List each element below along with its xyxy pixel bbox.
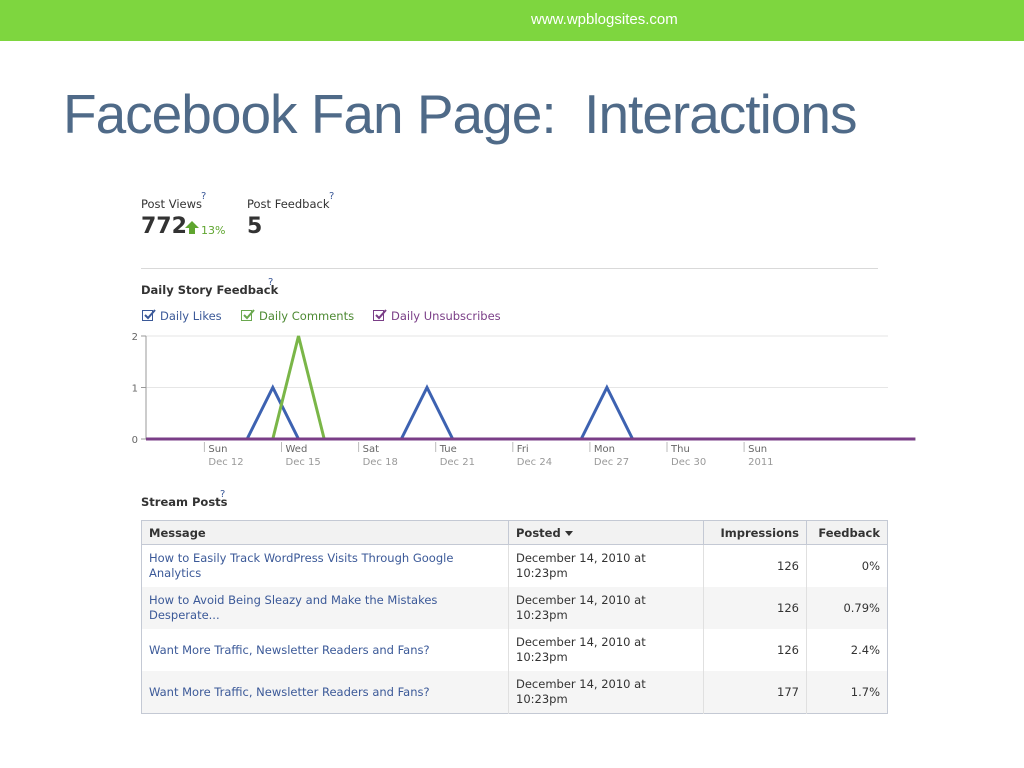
post-views-label: Post Views	[141, 197, 202, 211]
post-date: December 14, 2010 at 10:23pm	[508, 629, 704, 671]
table-row: How to Avoid Being Sleazy and Make the M…	[141, 587, 888, 629]
sort-down-icon[interactable]	[564, 530, 573, 536]
post-message-link[interactable]: Want More Traffic, Newsletter Readers an…	[141, 671, 509, 714]
column-header-message[interactable]: Message	[141, 520, 509, 545]
post-date: December 14, 2010 at 10:23pm	[508, 544, 704, 587]
x-tick-day-label: Sun	[748, 444, 767, 455]
table-header-row: Message Posted Impressions Feedback	[141, 520, 888, 545]
stream-posts-help-icon[interactable]: ?	[220, 489, 226, 500]
post-impressions: 126	[703, 629, 807, 671]
post-feedback: 0.79%	[806, 587, 888, 629]
post-views-help-icon[interactable]: ?	[201, 191, 207, 202]
x-tick-date-label: Dec 21	[440, 457, 475, 468]
up-arrow-icon	[185, 221, 199, 234]
x-tick-day-label: Thu	[670, 444, 690, 455]
post-message-link[interactable]: Want More Traffic, Newsletter Readers an…	[141, 629, 509, 671]
post-views-change: 13%	[201, 224, 226, 237]
post-impressions: 126	[703, 544, 807, 587]
daily-feedback-chart: 0 1 2 Sun Dec 12 Wed Dec 15 Sat Dec 18 Tue Dec 21 F…	[132, 332, 916, 468]
column-label: Message	[149, 525, 206, 540]
x-tick-day-label: Sun	[208, 444, 227, 455]
column-header-impressions[interactable]: Impressions	[703, 520, 807, 545]
x-tick-day-label: Mon	[594, 444, 615, 455]
post-message-link[interactable]: How to Easily Track WordPress Visits Thr…	[141, 544, 509, 587]
x-tick-day-label: Tue	[439, 444, 457, 455]
series-line-daily-likes	[146, 384, 916, 441]
section-divider	[141, 268, 878, 269]
x-tick-date-label: 2011	[748, 457, 773, 468]
x-tick-date-label: Dec 30	[671, 457, 706, 468]
post-message-link[interactable]: How to Avoid Being Sleazy and Make the M…	[141, 587, 509, 629]
post-feedback-help-icon[interactable]: ?	[329, 191, 335, 202]
post-date: December 14, 2010 at 10:23pm	[508, 587, 704, 629]
checkbox-checked-icon[interactable]	[142, 309, 156, 321]
table-row: Want More Traffic, Newsletter Readers an…	[141, 629, 888, 671]
daily-feedback-help-icon[interactable]: ?	[268, 277, 274, 288]
post-views-value: 772	[141, 214, 187, 239]
post-feedback-label: Post Feedback	[247, 197, 330, 211]
x-tick-date-label: Dec 15	[286, 457, 321, 468]
x-tick-date-label: Dec 24	[517, 457, 552, 468]
post-impressions: 177	[703, 671, 807, 714]
x-tick-date-label: Dec 12	[208, 457, 243, 468]
site-url: www.wpblogsites.com	[531, 11, 678, 28]
top-banner: www.wpblogsites.com	[0, 0, 1024, 41]
post-impressions: 126	[703, 587, 807, 629]
legend-label: Daily Unsubscribes	[391, 309, 501, 323]
post-feedback: 2.4%	[850, 643, 880, 657]
column-header-posted[interactable]: Posted	[508, 520, 704, 545]
x-tick-day-label: Wed	[286, 444, 308, 455]
x-tick-date-label: Dec 18	[363, 457, 398, 468]
y-tick-label: 1	[132, 384, 138, 395]
x-tick-date-label: Dec 27	[594, 457, 629, 468]
post-feedback: 1.7%	[806, 671, 888, 714]
daily-feedback-title: Daily Story Feedback	[141, 283, 279, 297]
column-label: Impressions	[720, 525, 799, 540]
y-tick-label: 2	[132, 332, 138, 343]
post-date: December 14, 2010 at 10:23pm	[508, 671, 704, 714]
stream-posts-title: Stream Posts	[141, 495, 228, 509]
stream-posts-table: Message Posted Impressions Feedback How …	[141, 520, 888, 714]
x-tick-day-label: Fri	[517, 444, 529, 455]
table-row: How to Easily Track WordPress Visits Thr…	[141, 544, 888, 587]
legend-label: Daily Likes	[160, 309, 222, 323]
column-label: Posted	[516, 525, 561, 540]
table-row: Want More Traffic, Newsletter Readers an…	[141, 671, 888, 714]
checkbox-checked-icon[interactable]	[241, 309, 255, 321]
y-tick-label: 0	[132, 435, 138, 446]
post-feedback-value: 5	[247, 214, 263, 239]
legend-label: Daily Comments	[259, 309, 355, 323]
column-label: Feedback	[818, 525, 880, 540]
x-tick-day-label: Sat	[363, 444, 379, 455]
slide-title: Facebook Fan Page: Interactions	[63, 83, 857, 145]
post-feedback: 0%	[861, 559, 880, 573]
checkbox-checked-icon[interactable]	[373, 309, 387, 321]
column-header-feedback[interactable]: Feedback	[806, 520, 888, 545]
